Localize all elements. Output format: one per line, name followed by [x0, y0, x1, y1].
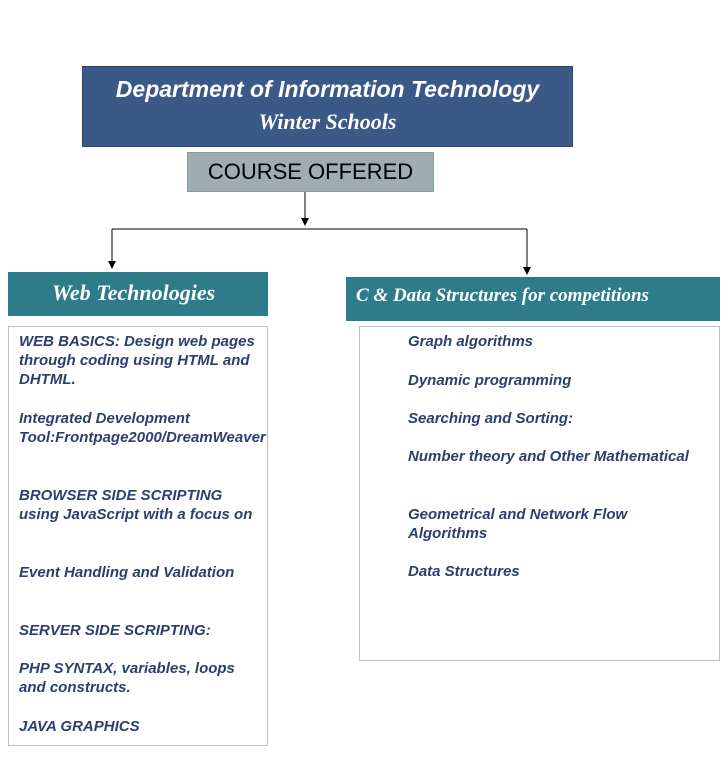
list-item: Data Structures	[408, 563, 520, 580]
list-item: Graph algorithms	[408, 333, 534, 350]
list-item: Searching and Sorting:	[408, 410, 574, 427]
course-offered-node: COURSE OFFERED	[187, 152, 434, 192]
list-item: BROWSER SIDE SCRIPTING using JavaScript …	[19, 487, 253, 523]
branch-title-web-technologies: Web Technologies	[8, 272, 268, 316]
list-item: Geometrical and Network Flow Algorithms	[408, 506, 628, 542]
department-subtitle: Winter Schools	[258, 109, 397, 134]
list-item: Dynamic programming	[408, 372, 572, 389]
branch-title-c-data-structures: C & Data Structures for competitions	[346, 277, 720, 321]
list-item: Integrated Development Tool:Frontpage200…	[19, 410, 266, 446]
web-technologies-topic-list: WEB BASICS: Design web pages through cod…	[8, 326, 268, 746]
list-item: JAVA GRAPHICS	[19, 718, 140, 735]
list-item: PHP SYNTAX, variables, loops and constru…	[19, 660, 235, 696]
department-header: Department of Information Technology Win…	[82, 66, 573, 147]
list-item: Number theory and Other Mathematical	[408, 448, 689, 465]
list-item: Event Handling and Validation	[19, 564, 235, 581]
list-item: WEB BASICS: Design web pages through cod…	[19, 333, 255, 388]
c-data-structures-topic-list: Graph algorithms Dynamic programming Sea…	[359, 326, 720, 661]
list-item: SERVER SIDE SCRIPTING:	[19, 622, 211, 639]
department-title: Department of Information Technology	[115, 76, 540, 102]
